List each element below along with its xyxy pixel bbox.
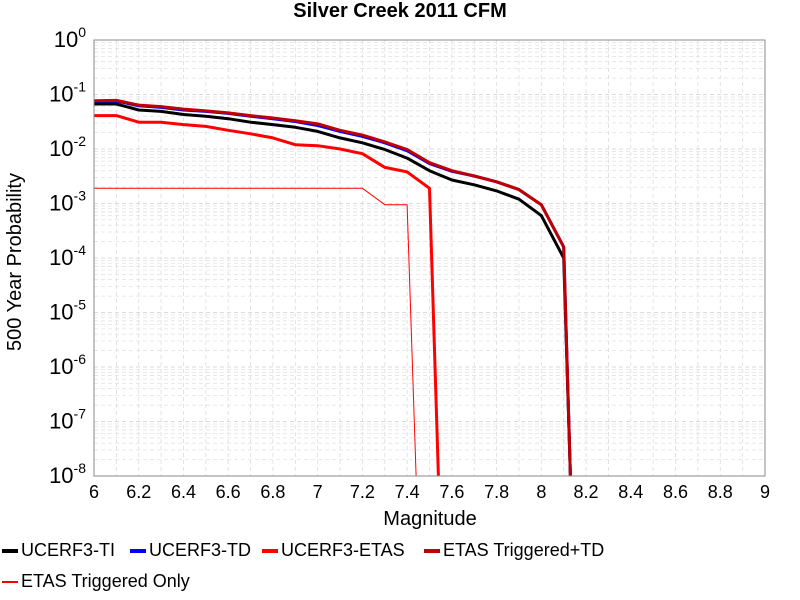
x-tick-label: 9 [760, 482, 770, 502]
x-tick-label: 8.2 [574, 482, 599, 502]
y-tick-label: 10-1 [49, 79, 86, 107]
series-line-4 [94, 187, 417, 477]
x-tick-label: 8.8 [708, 482, 733, 502]
x-axis-label: Magnitude [383, 508, 476, 530]
x-tick-label: 6.2 [126, 482, 151, 502]
plot-series [93, 98, 572, 477]
legend-item-3: ETAS Triggered+TD [424, 540, 604, 560]
y-tick-label: 10-8 [49, 460, 86, 488]
legend-item-4: ETAS Triggered Only [2, 571, 190, 591]
x-tick-label: 6 [89, 482, 99, 502]
chart-title: Silver Creek 2011 CFM [293, 0, 506, 22]
y-axis-label: 500 Year Probability [4, 173, 26, 351]
legend-label: ETAS Triggered Only [21, 571, 190, 591]
x-tick-label: 8.6 [663, 482, 688, 502]
x-tick-label: 7 [313, 482, 323, 502]
legend: UCERF3-TI UCERF3-TD UCERF3-ETAS ETAS Trigge… [2, 540, 604, 591]
x-tick-label: 6.8 [260, 482, 285, 502]
x-tick-label: 6.4 [171, 482, 196, 502]
legend-item-2: UCERF3-ETAS [262, 540, 405, 560]
legend-label: UCERF3-TI [21, 540, 115, 560]
legend-item-0: UCERF3-TI [2, 540, 115, 560]
legend-label: UCERF3-ETAS [281, 540, 405, 560]
legend-label: UCERF3-TD [149, 540, 251, 560]
x-tick-label: 7.6 [439, 482, 464, 502]
series-line-2 [94, 114, 440, 477]
x-tick-label: 8.4 [618, 482, 643, 502]
grid [94, 40, 766, 477]
series-line-0 [94, 102, 572, 477]
plot-frame [93, 39, 766, 477]
x-tick-label: 6.6 [216, 482, 241, 502]
y-tick-labels: 100 10-1 10-2 10-3 10-4 10-5 10-6 10-7 10-8 [49, 24, 86, 488]
y-tick-label: 10-4 [49, 242, 86, 270]
y-tick-label: 10-2 [49, 133, 86, 161]
series-line-3 [93, 98, 572, 477]
y-tick-label: 10-3 [49, 188, 86, 216]
y-tick-label: 10-5 [49, 297, 86, 325]
y-tick-label: 10-6 [49, 351, 86, 379]
x-tick-label: 7.4 [395, 482, 420, 502]
x-tick-labels: 6 6.2 6.4 6.6 6.8 7 7.2 7.4 7.6 7.8 8 8.2 8.4 8.6 8.8 9 [89, 482, 770, 502]
y-tick-label: 10-7 [49, 406, 86, 434]
y-tick-label: 100 [54, 24, 86, 52]
x-tick-label: 7.8 [484, 482, 509, 502]
legend-label: ETAS Triggered+TD [443, 540, 604, 560]
legend-item-1: UCERF3-TD [130, 540, 251, 560]
x-tick-label: 8 [536, 482, 546, 502]
x-tick-label: 7.2 [350, 482, 375, 502]
